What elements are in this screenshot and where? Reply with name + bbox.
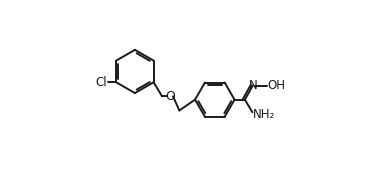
Text: OH: OH [267, 79, 285, 92]
Text: N: N [249, 79, 257, 92]
Text: NH₂: NH₂ [253, 108, 275, 121]
Text: Cl: Cl [95, 76, 107, 89]
Text: O: O [165, 90, 175, 103]
